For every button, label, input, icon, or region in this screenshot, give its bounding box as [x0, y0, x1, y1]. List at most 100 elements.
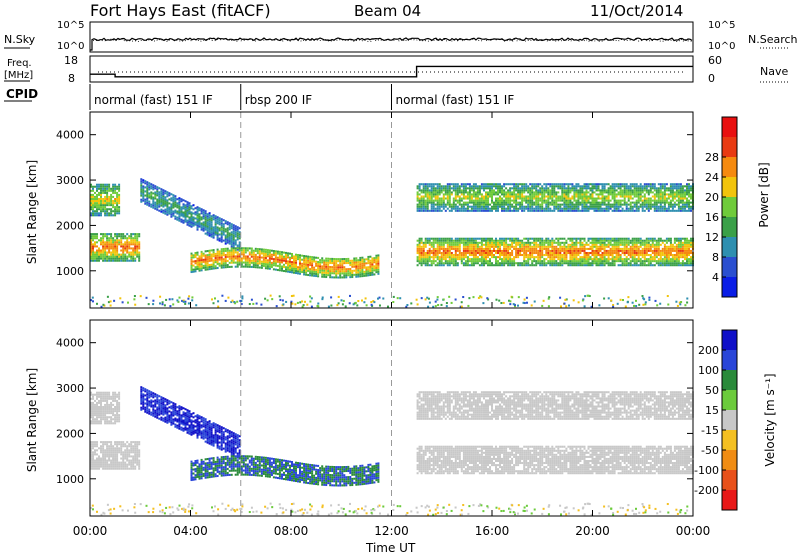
power-cell	[647, 191, 650, 194]
power-cell	[643, 241, 646, 244]
power-cell	[499, 256, 502, 259]
power-cell	[315, 256, 318, 259]
power-cell	[551, 264, 554, 267]
power-cell	[485, 239, 488, 242]
power-cell	[436, 258, 439, 261]
power-cell	[456, 201, 459, 204]
power-cell	[551, 262, 554, 265]
power-cell	[138, 255, 141, 258]
power-cell	[585, 258, 588, 261]
power-cell	[335, 258, 338, 261]
power-cell	[98, 200, 101, 203]
power-cell	[90, 204, 93, 207]
power-cell	[262, 264, 265, 267]
power-cell	[198, 263, 201, 266]
power-cell	[537, 243, 540, 246]
power-cell	[118, 210, 121, 213]
power-cell	[301, 258, 304, 261]
power-cell	[114, 239, 117, 242]
power-cell	[156, 200, 159, 203]
power-cell	[432, 209, 435, 212]
power-cell	[202, 258, 205, 261]
power-cell	[337, 268, 340, 271]
power-cell	[114, 253, 117, 256]
power-cell	[649, 243, 652, 246]
power-cell	[450, 205, 453, 208]
power-cell	[110, 198, 113, 201]
power-cell	[553, 203, 556, 206]
power-cell	[456, 239, 459, 242]
power-cell	[653, 197, 656, 200]
power-cell	[621, 191, 624, 194]
power-cell	[268, 259, 271, 262]
power-cell	[100, 210, 103, 213]
power-cell	[635, 205, 638, 208]
power-cell	[551, 254, 554, 257]
power-cell	[299, 266, 302, 269]
power-cell	[289, 269, 292, 272]
power-cell	[611, 249, 614, 252]
power-cell	[583, 203, 586, 206]
power-cell	[615, 247, 618, 250]
power-cell	[601, 187, 604, 190]
power-cell	[323, 259, 326, 262]
power-cell	[531, 203, 534, 206]
power-cell	[110, 253, 113, 256]
power-cell	[565, 183, 568, 186]
power-cell	[418, 243, 421, 246]
power-cell	[605, 252, 608, 255]
power-cell	[198, 213, 201, 216]
power-cell	[285, 268, 288, 271]
power-cell	[675, 254, 678, 257]
power-cell	[216, 230, 219, 233]
power-cell	[333, 266, 336, 269]
power-cell	[597, 205, 600, 208]
power-cell	[503, 254, 506, 257]
power-cell	[222, 239, 225, 242]
power-cell	[585, 191, 588, 194]
power-cell	[254, 249, 257, 252]
power-cell	[254, 247, 257, 250]
power-cell	[436, 187, 439, 190]
power-cell	[535, 239, 538, 242]
power-cell	[355, 267, 358, 270]
power-cell	[571, 260, 574, 263]
power-cell	[571, 252, 574, 255]
power-cell	[521, 203, 524, 206]
power-cell	[609, 189, 612, 192]
power-cell	[224, 260, 227, 263]
power-cell	[186, 219, 189, 222]
power-cell	[92, 243, 95, 246]
power-cell	[158, 199, 161, 202]
power-cell	[521, 197, 524, 200]
power-cell	[613, 205, 616, 208]
power-cell	[190, 211, 193, 214]
power-cell	[202, 215, 205, 218]
power-cell	[539, 262, 542, 265]
power-cell	[297, 272, 300, 275]
power-cell	[450, 241, 453, 244]
power-cell	[460, 209, 463, 212]
power-cell	[487, 197, 490, 200]
power-cell	[511, 237, 514, 240]
power-cell	[130, 243, 133, 246]
power-cell	[623, 209, 626, 212]
power-cell	[104, 212, 107, 215]
power-cell	[180, 198, 183, 201]
power-cell	[495, 187, 498, 190]
power-cell	[521, 249, 524, 252]
power-cell	[96, 202, 99, 205]
power-cell	[178, 199, 181, 202]
power-cell	[166, 199, 169, 202]
power-cell	[188, 218, 191, 221]
power-cell	[341, 276, 344, 279]
power-cell	[643, 249, 646, 252]
power-cell	[609, 241, 612, 244]
power-cell	[204, 218, 207, 221]
power-cell	[581, 249, 584, 252]
power-cell	[609, 187, 612, 190]
power-cell	[250, 259, 253, 262]
power-cell	[373, 265, 376, 268]
power-cell	[134, 247, 137, 250]
power-cell	[559, 183, 562, 186]
